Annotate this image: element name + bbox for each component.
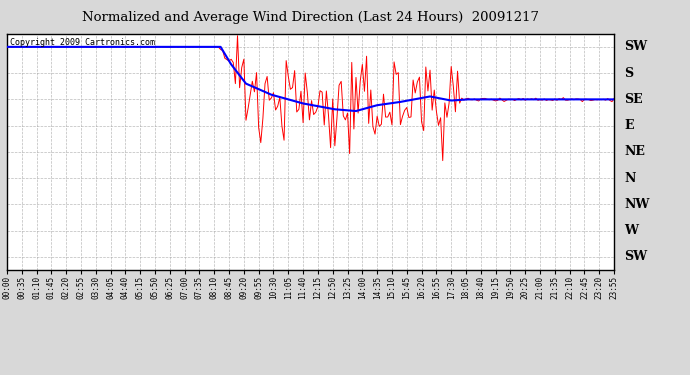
Text: SW: SW xyxy=(624,251,648,263)
Text: NE: NE xyxy=(624,146,645,158)
Text: Copyright 2009 Cartronics.com: Copyright 2009 Cartronics.com xyxy=(10,39,155,48)
Text: S: S xyxy=(624,67,633,80)
Text: Normalized and Average Wind Direction (Last 24 Hours)  20091217: Normalized and Average Wind Direction (L… xyxy=(82,11,539,24)
Text: E: E xyxy=(624,119,634,132)
Text: W: W xyxy=(624,224,638,237)
Text: SW: SW xyxy=(624,40,648,53)
Text: SE: SE xyxy=(624,93,643,106)
Text: NW: NW xyxy=(624,198,650,211)
Text: N: N xyxy=(624,172,635,184)
